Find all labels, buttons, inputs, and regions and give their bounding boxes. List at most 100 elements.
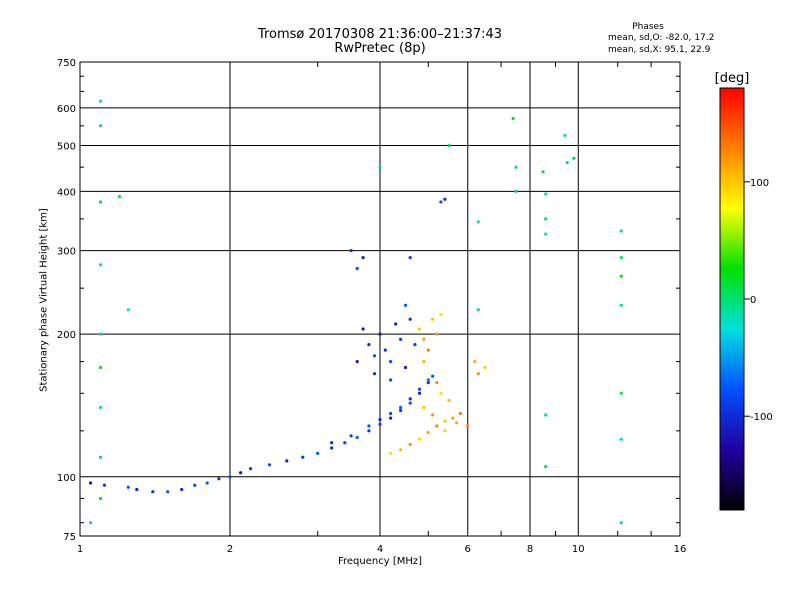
data-point: [99, 405, 103, 410]
data-point: [619, 303, 623, 307]
x-tick-label: 1: [77, 544, 83, 555]
data-point: [135, 487, 139, 492]
data-point: [619, 274, 623, 278]
data-point: [99, 365, 103, 370]
data-point: [389, 451, 393, 455]
data-point: [447, 143, 451, 148]
colorbar-label: [deg]: [715, 71, 750, 86]
data-point: [455, 421, 459, 425]
y-axis: 75 100 200 300 400 500 600 750: [57, 58, 680, 543]
data-point: [330, 446, 334, 450]
data-point: [126, 308, 130, 312]
data-point: [417, 391, 422, 395]
y-tick-label: 600: [57, 104, 76, 115]
data-point: [439, 391, 443, 395]
data-point: [99, 263, 103, 267]
data-point: [417, 437, 422, 441]
data-point: [349, 434, 353, 438]
data-point: [372, 372, 377, 376]
data-point: [422, 337, 426, 341]
data-point: [389, 411, 393, 416]
data-point: [151, 490, 155, 494]
data-point: [89, 481, 93, 485]
data-point: [372, 354, 377, 358]
phases-title: Phases: [632, 22, 664, 32]
data-point: [422, 405, 426, 410]
data-point: [483, 365, 487, 370]
data-point: [619, 391, 623, 395]
data-point: [408, 397, 412, 401]
data-points: [89, 99, 623, 525]
data-point: [458, 411, 462, 416]
data-point: [217, 477, 221, 481]
data-point: [166, 490, 170, 494]
colorbar-tick-label: 100: [750, 178, 769, 189]
data-point: [426, 348, 430, 352]
data-point: [431, 317, 435, 321]
data-point: [451, 416, 455, 420]
data-point: [426, 381, 430, 385]
phases-x-stats: mean, sd,X: 95.1, 22.9: [608, 45, 711, 55]
data-point: [389, 378, 393, 382]
data-point: [476, 220, 480, 224]
data-point: [408, 442, 412, 447]
data-point: [422, 360, 426, 364]
data-point: [355, 360, 359, 364]
data-point: [383, 348, 387, 352]
data-point: [239, 471, 243, 475]
data-point: [399, 405, 403, 410]
x-tick-label: 4: [377, 544, 383, 555]
data-point: [443, 429, 447, 433]
data-point: [417, 387, 422, 391]
data-point: [417, 327, 422, 331]
x-tick-label: 8: [527, 544, 533, 555]
data-point: [99, 496, 103, 501]
data-point: [99, 332, 103, 336]
data-point: [514, 165, 518, 169]
data-point: [435, 424, 439, 428]
data-point: [403, 365, 408, 370]
colorbar: [deg] 100 0 -100: [715, 71, 773, 511]
data-point: [367, 424, 371, 428]
data-point: [563, 133, 567, 137]
data-point: [544, 413, 548, 417]
data-point: [476, 372, 480, 376]
data-point: [267, 463, 272, 467]
data-point: [572, 156, 576, 160]
data-point: [408, 256, 412, 260]
y-tick-label: 75: [63, 532, 76, 543]
data-point: [511, 116, 515, 121]
data-point: [249, 467, 253, 471]
data-point: [180, 487, 184, 492]
data-point: [378, 418, 382, 422]
data-point: [89, 521, 93, 525]
x-tick-label: 16: [674, 544, 687, 555]
y-tick-label: 200: [57, 330, 76, 341]
data-point: [355, 266, 359, 271]
data-point: [193, 483, 197, 487]
data-point: [514, 189, 518, 193]
data-point: [126, 485, 130, 489]
x-tick-label: 10: [572, 544, 585, 555]
y-tick-label: 400: [57, 187, 76, 198]
colorbar-gradient: [719, 87, 745, 511]
data-point: [619, 229, 623, 233]
colorbar-tick-label: -100: [750, 412, 773, 423]
data-point: [544, 465, 548, 469]
colorbar-tick-label: 0: [750, 295, 756, 306]
data-point: [435, 332, 439, 336]
data-point: [343, 441, 347, 445]
data-point: [413, 343, 417, 347]
grid-lines: [80, 62, 680, 536]
data-point: [476, 308, 480, 312]
data-point: [565, 161, 569, 165]
data-point: [367, 343, 371, 347]
chart-subtitle: RwPretec (8p): [334, 41, 426, 56]
data-point: [541, 170, 545, 174]
data-point: [330, 441, 334, 445]
data-point: [619, 521, 623, 525]
x-tick-label: 2: [227, 544, 233, 555]
data-point: [466, 424, 470, 428]
data-point: [285, 459, 289, 463]
